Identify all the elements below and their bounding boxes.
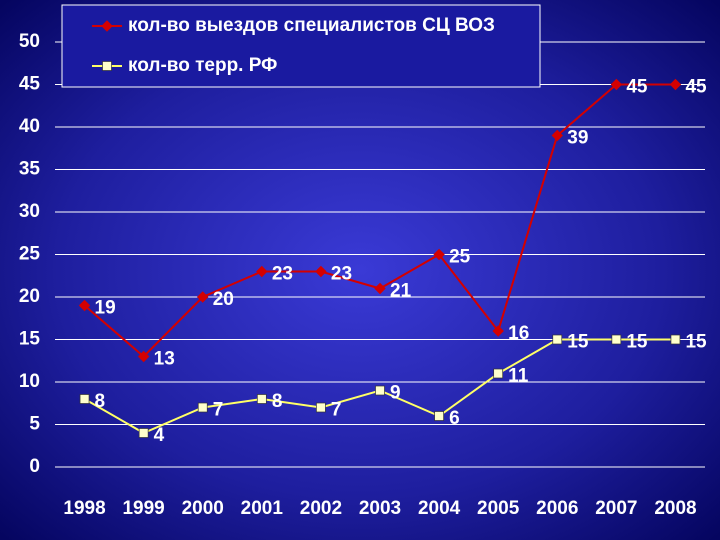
- data-label: 13: [154, 349, 175, 370]
- marker: [79, 394, 90, 404]
- marker: [78, 299, 91, 312]
- y-tick-label: 0: [29, 456, 40, 477]
- marker: [256, 265, 268, 278]
- x-tick-label: 2003: [359, 498, 401, 519]
- data-label: 6: [449, 408, 460, 429]
- data-label: 45: [685, 77, 707, 98]
- marker: [315, 265, 327, 278]
- marker: [669, 78, 682, 91]
- x-tick-label: 2005: [477, 498, 520, 519]
- marker: [551, 129, 563, 142]
- marker: [610, 78, 623, 91]
- y-tick-label: 30: [19, 201, 40, 222]
- data-label: 15: [685, 332, 707, 353]
- marker: [197, 291, 209, 303]
- x-tick-label: 2008: [654, 498, 696, 519]
- data-label: 7: [331, 400, 342, 421]
- y-tick-label: 50: [19, 31, 40, 52]
- marker: [197, 402, 208, 413]
- marker: [493, 368, 504, 379]
- marker: [137, 350, 150, 363]
- data-label: 23: [272, 264, 293, 285]
- x-tick-label: 1998: [63, 498, 105, 519]
- marker: [374, 282, 386, 295]
- marker: [316, 402, 326, 413]
- marker: [375, 385, 385, 396]
- marker: [433, 248, 445, 261]
- data-label: 39: [567, 128, 588, 149]
- x-tick-label: 2006: [536, 498, 578, 519]
- y-tick-label: 15: [19, 329, 41, 350]
- x-tick-label: 2000: [182, 498, 224, 519]
- data-label: 8: [95, 391, 106, 412]
- data-label: 11: [508, 366, 529, 387]
- y-tick-label: 10: [19, 371, 40, 392]
- data-label: 9: [390, 383, 401, 404]
- marker: [434, 411, 444, 421]
- marker: [670, 334, 681, 345]
- data-label: 19: [95, 298, 116, 319]
- y-tick-label: 20: [19, 286, 40, 307]
- marker: [552, 334, 563, 345]
- x-tick-label: 2004: [418, 498, 461, 519]
- legend: кол-во выездов специалистов СЦ ВОЗ кол-во…: [92, 15, 495, 76]
- x-tick-label: 2007: [595, 498, 637, 519]
- x-tick-label: 1999: [122, 498, 164, 519]
- y-tick-label: 45: [19, 74, 41, 95]
- marker: [138, 428, 149, 438]
- x-tick-label: 2002: [300, 498, 342, 519]
- y-tick-label: 35: [19, 159, 41, 180]
- marker: [101, 20, 113, 32]
- data-label: 23: [331, 264, 352, 285]
- marker: [102, 61, 112, 71]
- y-tick-label: 25: [19, 244, 41, 265]
- data-label: 8: [272, 391, 283, 412]
- legend-label: кол-во выездов специалистов СЦ ВОЗ: [128, 15, 495, 36]
- marker: [256, 394, 267, 404]
- data-label: 16: [508, 323, 529, 344]
- y-tick-label: 40: [19, 116, 40, 137]
- data-label: 4: [154, 425, 165, 446]
- data-label: 25: [449, 247, 471, 268]
- data-label: 15: [626, 332, 648, 353]
- data-label: 7: [213, 400, 224, 421]
- data-label: 45: [626, 77, 648, 98]
- data-label: 21: [390, 281, 412, 302]
- x-tick-label: 2001: [241, 498, 284, 519]
- marker: [611, 334, 622, 345]
- legend-box: [61, 4, 541, 88]
- data-label: 20: [213, 289, 234, 310]
- legend-label: кол-во терр. РФ: [128, 55, 277, 76]
- data-label: 15: [567, 332, 589, 353]
- y-tick-label: 5: [29, 414, 40, 435]
- marker: [492, 325, 504, 337]
